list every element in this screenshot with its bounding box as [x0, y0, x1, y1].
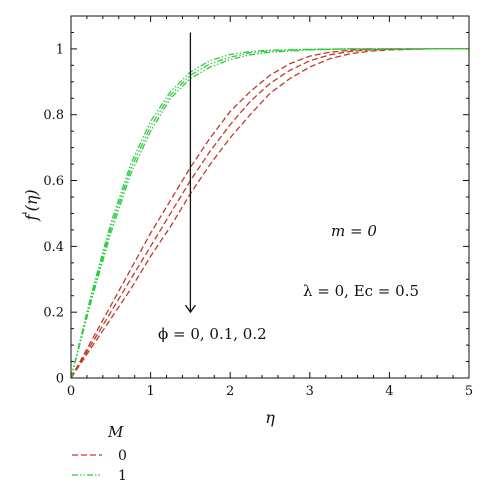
series-line-M0-1	[70, 48, 469, 379]
x-tick-label: 3	[306, 384, 314, 399]
y-tick-label: 0.6	[43, 174, 64, 189]
series-line-M1-5	[70, 48, 469, 379]
annotation-phi: ϕ = 0, 0.1, 0.2	[158, 325, 267, 343]
legend: M 0 1	[72, 423, 127, 484]
svg-text:f'(η): f'(η)	[20, 189, 41, 221]
y-tick-label: 0	[56, 372, 64, 387]
x-tick-label: 0	[67, 384, 75, 399]
y-tick-label: 1	[56, 42, 64, 57]
y-tick-label: 0.2	[43, 306, 64, 321]
series-line-M1-3	[70, 48, 469, 379]
series-line-M1-4	[70, 48, 469, 379]
legend-label-1: 1	[118, 468, 127, 484]
series-layer	[70, 48, 469, 379]
tick-labels: 0 1 2 3 4 5 0 0.2 0.4 0.6 0.8 1	[43, 42, 473, 399]
x-tick-label: 1	[146, 384, 154, 399]
x-tick-label: 4	[385, 384, 393, 399]
annotation-m: m = 0	[331, 222, 377, 240]
y-tick-label: 0.4	[43, 240, 64, 255]
x-tick-label: 2	[226, 384, 234, 399]
legend-label-0: 0	[118, 448, 127, 464]
y-axis-label: f'(η)	[20, 189, 41, 221]
x-axis-label: η	[265, 408, 275, 427]
legend-title: M	[107, 423, 124, 441]
annotation-lambda-ec: λ = 0, Ec = 0.5	[303, 282, 419, 300]
axis-ticks	[70, 15, 470, 379]
y-tick-label: 0.8	[43, 108, 64, 123]
series-line-M0-0	[70, 48, 469, 379]
series-line-M0-2	[70, 48, 469, 379]
x-tick-label: 5	[465, 384, 473, 399]
direction-arrow-head	[184, 304, 196, 314]
plot-frame	[70, 15, 470, 379]
